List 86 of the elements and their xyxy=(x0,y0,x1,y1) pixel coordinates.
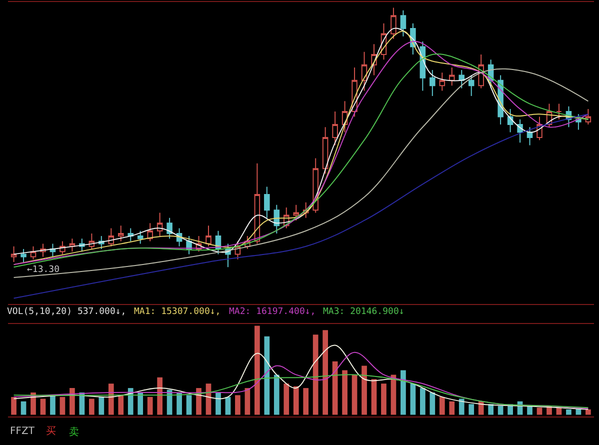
bar xyxy=(60,396,66,415)
bar xyxy=(556,408,562,415)
candlestick xyxy=(156,212,163,237)
candlestick xyxy=(254,162,260,244)
candlestick xyxy=(108,228,114,247)
bar xyxy=(70,388,75,415)
candlestick xyxy=(556,103,562,120)
candlestick xyxy=(322,126,328,174)
bar xyxy=(488,404,494,415)
bar xyxy=(20,401,26,415)
bar xyxy=(468,404,474,415)
bar xyxy=(128,388,134,415)
text: FFZT xyxy=(10,426,36,437)
candlestick xyxy=(147,222,153,242)
candlestick xyxy=(430,70,436,96)
bar xyxy=(566,409,572,415)
bar xyxy=(176,392,182,415)
bar xyxy=(362,366,367,415)
bar xyxy=(157,377,162,415)
bar xyxy=(216,392,221,415)
candlestick xyxy=(585,108,592,126)
bar xyxy=(536,408,542,415)
text: MA1: 15307.000↓, xyxy=(134,307,221,317)
candlestick xyxy=(390,7,396,40)
bar xyxy=(430,392,436,415)
bar xyxy=(225,396,231,415)
text: VOL(5,10,20) 537.000↓, xyxy=(7,307,126,317)
candlestick xyxy=(128,228,134,242)
bar xyxy=(322,330,328,415)
candlestick xyxy=(361,51,368,92)
candlestick xyxy=(20,248,26,262)
candlestick xyxy=(293,204,299,221)
text: MA2: 16197.400↓, xyxy=(229,307,316,317)
bar xyxy=(458,398,464,415)
bar xyxy=(527,406,532,415)
candlestick xyxy=(264,186,270,218)
bar xyxy=(312,334,318,415)
candlestick xyxy=(166,217,172,240)
bar xyxy=(293,386,299,415)
bar xyxy=(352,374,358,415)
bar xyxy=(186,395,192,415)
bar xyxy=(420,388,426,415)
bar xyxy=(264,336,270,415)
bar xyxy=(50,395,56,415)
bar xyxy=(342,370,348,415)
bar xyxy=(11,396,16,415)
candlestick xyxy=(526,126,533,146)
bar xyxy=(498,406,504,415)
bar xyxy=(371,379,377,415)
bar xyxy=(400,370,406,415)
candlestick xyxy=(468,74,474,96)
bar xyxy=(284,384,290,415)
candlestick xyxy=(10,246,17,262)
bar xyxy=(449,401,455,415)
bar xyxy=(274,374,280,415)
candlestick xyxy=(400,10,406,37)
candlestick xyxy=(458,70,465,89)
candlestick xyxy=(206,225,212,247)
bar xyxy=(108,384,114,415)
bar xyxy=(98,396,104,415)
candlestick xyxy=(30,246,36,260)
bar xyxy=(254,326,260,415)
bar xyxy=(118,395,124,415)
text: 买 xyxy=(46,426,56,437)
candlestick xyxy=(576,114,582,130)
text: 卖 xyxy=(69,426,79,438)
bar xyxy=(138,392,144,415)
bar xyxy=(410,384,416,415)
bar xyxy=(586,409,591,415)
candlestick xyxy=(449,66,455,86)
text: MA3: 20146.900↓ xyxy=(323,307,404,317)
bar xyxy=(89,398,94,415)
bar xyxy=(381,384,386,415)
candlestick xyxy=(118,225,124,242)
bar xyxy=(147,396,153,415)
candlestick xyxy=(507,108,514,133)
candlestick xyxy=(332,111,338,146)
bar xyxy=(478,401,484,415)
candlestick xyxy=(439,72,446,92)
bar xyxy=(439,396,445,415)
bar xyxy=(244,388,250,415)
candlestick xyxy=(137,230,144,244)
bar xyxy=(303,388,309,415)
annotation: ←13.30 xyxy=(27,265,60,275)
bar xyxy=(40,398,46,415)
bar xyxy=(235,395,240,415)
